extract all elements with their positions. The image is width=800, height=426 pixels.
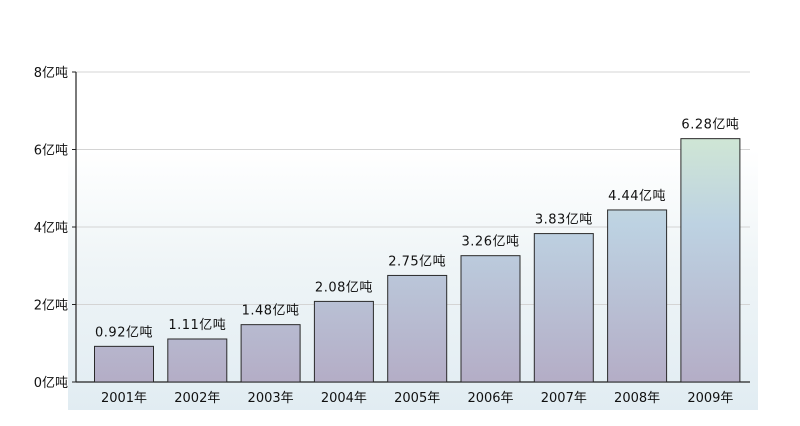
data-label: 2.75亿吨 (388, 254, 446, 269)
data-label: 1.48亿吨 (242, 304, 300, 319)
bar-2008年 (607, 209, 668, 383)
y-tick-label: 6亿吨 (34, 144, 68, 159)
y-tick-label: 2亿吨 (34, 299, 68, 314)
data-labels: 0.92亿吨 1.11亿吨 1.48亿吨 2.08亿吨 2.75亿吨 3.26亿吨 3.83… (95, 118, 739, 341)
y-tick-label: 4亿吨 (34, 221, 68, 236)
data-label: 3.26亿吨 (462, 235, 520, 250)
x-tick-label: 2002年 (174, 391, 220, 406)
bar-2004年 (313, 300, 374, 383)
x-tick-label: 2008年 (614, 391, 660, 406)
bar-2001年 (94, 345, 154, 383)
bar-2003年 (240, 324, 301, 383)
bar-2006年 (460, 255, 521, 383)
y-tick-label: 0亿吨 (34, 376, 68, 391)
data-label: 6.28亿吨 (681, 118, 739, 133)
bar-2002年 (167, 338, 228, 383)
data-label: 2.08亿吨 (315, 280, 373, 295)
x-axis-ticks: 2001年 2002年 2003年 2004年 2005年 2006年 2007年 2008年… (101, 391, 733, 406)
x-tick-label: 2006年 (467, 391, 513, 406)
data-label: 0.92亿吨 (95, 325, 153, 340)
data-label: 4.44亿吨 (608, 189, 666, 204)
x-tick-label: 2001年 (101, 391, 147, 406)
x-tick-label: 2005年 (394, 391, 440, 406)
x-tick-label: 2007年 (541, 391, 587, 406)
x-tick-label: 2003年 (248, 391, 294, 406)
bar-2005年 (387, 274, 448, 383)
data-label: 3.83亿吨 (535, 213, 593, 228)
bar-2007年 (533, 233, 594, 383)
x-tick-label: 2009年 (687, 391, 733, 406)
bars (94, 138, 741, 383)
bar-2009年 (680, 138, 741, 383)
x-tick-label: 2004年 (321, 391, 367, 406)
y-tick-label: 8亿吨 (34, 66, 68, 81)
data-label: 1.11亿吨 (168, 318, 226, 333)
y-axis-ticks: 0亿吨 2亿吨 4亿吨 6亿吨 8亿吨 (34, 66, 68, 391)
